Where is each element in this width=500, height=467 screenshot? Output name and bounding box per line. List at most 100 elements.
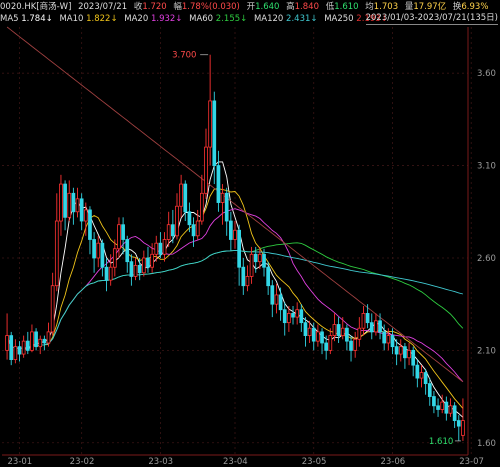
candle-body xyxy=(345,327,349,342)
candle-body xyxy=(108,266,113,281)
candle-body xyxy=(50,285,55,333)
candle-body xyxy=(303,322,308,336)
ma20-legend: MA20 1.932↓ xyxy=(124,14,183,24)
candle-body xyxy=(270,285,275,305)
x-tick-label: 23-07 xyxy=(459,457,484,467)
candle-body xyxy=(295,309,300,318)
candle-body xyxy=(83,209,88,222)
candle-body xyxy=(423,372,428,385)
candle-body xyxy=(9,335,14,361)
candle-body xyxy=(361,313,366,329)
candle-body xyxy=(448,405,453,414)
candle-body xyxy=(117,224,121,250)
candle-body xyxy=(224,192,229,222)
close-field: 收1.720 xyxy=(133,2,167,12)
candle-body xyxy=(386,335,391,344)
candle-body xyxy=(100,242,105,268)
candle-body xyxy=(258,253,262,263)
candle-body xyxy=(266,266,271,287)
ma5-legend: MA5 1.784↓ xyxy=(0,14,53,24)
turnover-field: 换6.93% xyxy=(452,2,489,12)
candle-body xyxy=(369,322,374,333)
y-tick-label: 2.60 xyxy=(477,254,496,264)
candle-body xyxy=(204,146,208,194)
volume-field: 量17.97亿 xyxy=(404,2,447,12)
x-tick-label: 23-02 xyxy=(70,457,95,467)
x-tick-label: 23-05 xyxy=(302,457,327,467)
candle-body xyxy=(92,239,96,259)
candle-body xyxy=(125,239,130,263)
candle-body xyxy=(21,340,26,355)
ma60-legend: MA60 2.155↓ xyxy=(189,14,248,24)
candle-body xyxy=(75,198,80,213)
candle-body xyxy=(357,327,362,340)
candle-body xyxy=(336,324,341,336)
y-tick-label: 2.10 xyxy=(477,346,496,356)
change-field: 幅1.78%(0.030) xyxy=(173,2,240,12)
candle-body xyxy=(328,335,333,351)
candle-body xyxy=(175,205,179,237)
candle-body xyxy=(121,224,125,240)
candle-body xyxy=(340,327,345,336)
candle-body xyxy=(79,198,84,222)
candle-body xyxy=(212,100,217,166)
candle-body xyxy=(307,327,312,336)
candle-body xyxy=(17,346,22,355)
candle-body xyxy=(179,183,183,207)
x-tick-label: 23-04 xyxy=(223,457,248,467)
candle-body xyxy=(419,372,424,379)
candle-body xyxy=(150,253,154,268)
candle-body xyxy=(282,309,287,324)
candle-body xyxy=(291,313,295,318)
candle-body xyxy=(5,335,9,351)
candle-body xyxy=(59,183,63,222)
candle-body xyxy=(67,192,72,218)
candle-body xyxy=(208,100,212,148)
candle-body xyxy=(195,220,200,237)
candle-body xyxy=(427,383,432,397)
x-tick-label: 23-01 xyxy=(8,457,33,467)
candle-body xyxy=(353,338,358,351)
candle-body xyxy=(320,331,324,344)
candle-body xyxy=(378,320,382,333)
candle-body xyxy=(311,327,316,342)
candle-body xyxy=(71,192,76,213)
x-tick-label: 23-03 xyxy=(148,457,173,467)
candle-body xyxy=(63,183,67,218)
candle-body xyxy=(129,261,134,277)
candle-body xyxy=(141,257,146,274)
candle-body xyxy=(191,224,196,237)
candle-body xyxy=(382,331,387,344)
candle-body xyxy=(13,346,18,361)
candle-body xyxy=(332,324,337,336)
candle-body xyxy=(415,364,420,379)
candle-body xyxy=(241,266,246,287)
low-field: 低1.610 xyxy=(325,2,359,12)
candle-body xyxy=(88,209,92,240)
candle-body xyxy=(456,420,461,427)
candle-body xyxy=(170,224,175,237)
quote-header: 0020.HK[商汤-W] 2023/07/21 收1.720 幅1.78%(0… xyxy=(0,1,492,13)
high-field: 高1.840 xyxy=(286,2,319,12)
candle-body xyxy=(452,405,457,421)
candle-body xyxy=(154,242,159,255)
candle-body xyxy=(245,276,250,287)
candle-body xyxy=(394,346,399,355)
candle-body xyxy=(324,342,329,351)
y-tick-label: 3.60 xyxy=(477,69,496,79)
candle-body xyxy=(403,346,407,359)
y-tick-label: 1.60 xyxy=(477,439,496,449)
ma10-legend: MA10 1.822↓ xyxy=(59,14,118,24)
candle-body xyxy=(374,320,378,333)
open-field: 开1.640 xyxy=(246,2,280,12)
candle-body xyxy=(262,253,266,268)
ma250-legend: MA250 2.193↓ xyxy=(324,14,388,24)
candle-body xyxy=(112,248,117,268)
candle-body xyxy=(249,253,254,277)
candle-body xyxy=(96,242,101,259)
candle-body xyxy=(146,257,150,268)
date-range: 2023/01/03-2023/07/21(135日) xyxy=(365,13,498,25)
candle-body xyxy=(158,242,163,255)
candle-body xyxy=(253,253,258,263)
